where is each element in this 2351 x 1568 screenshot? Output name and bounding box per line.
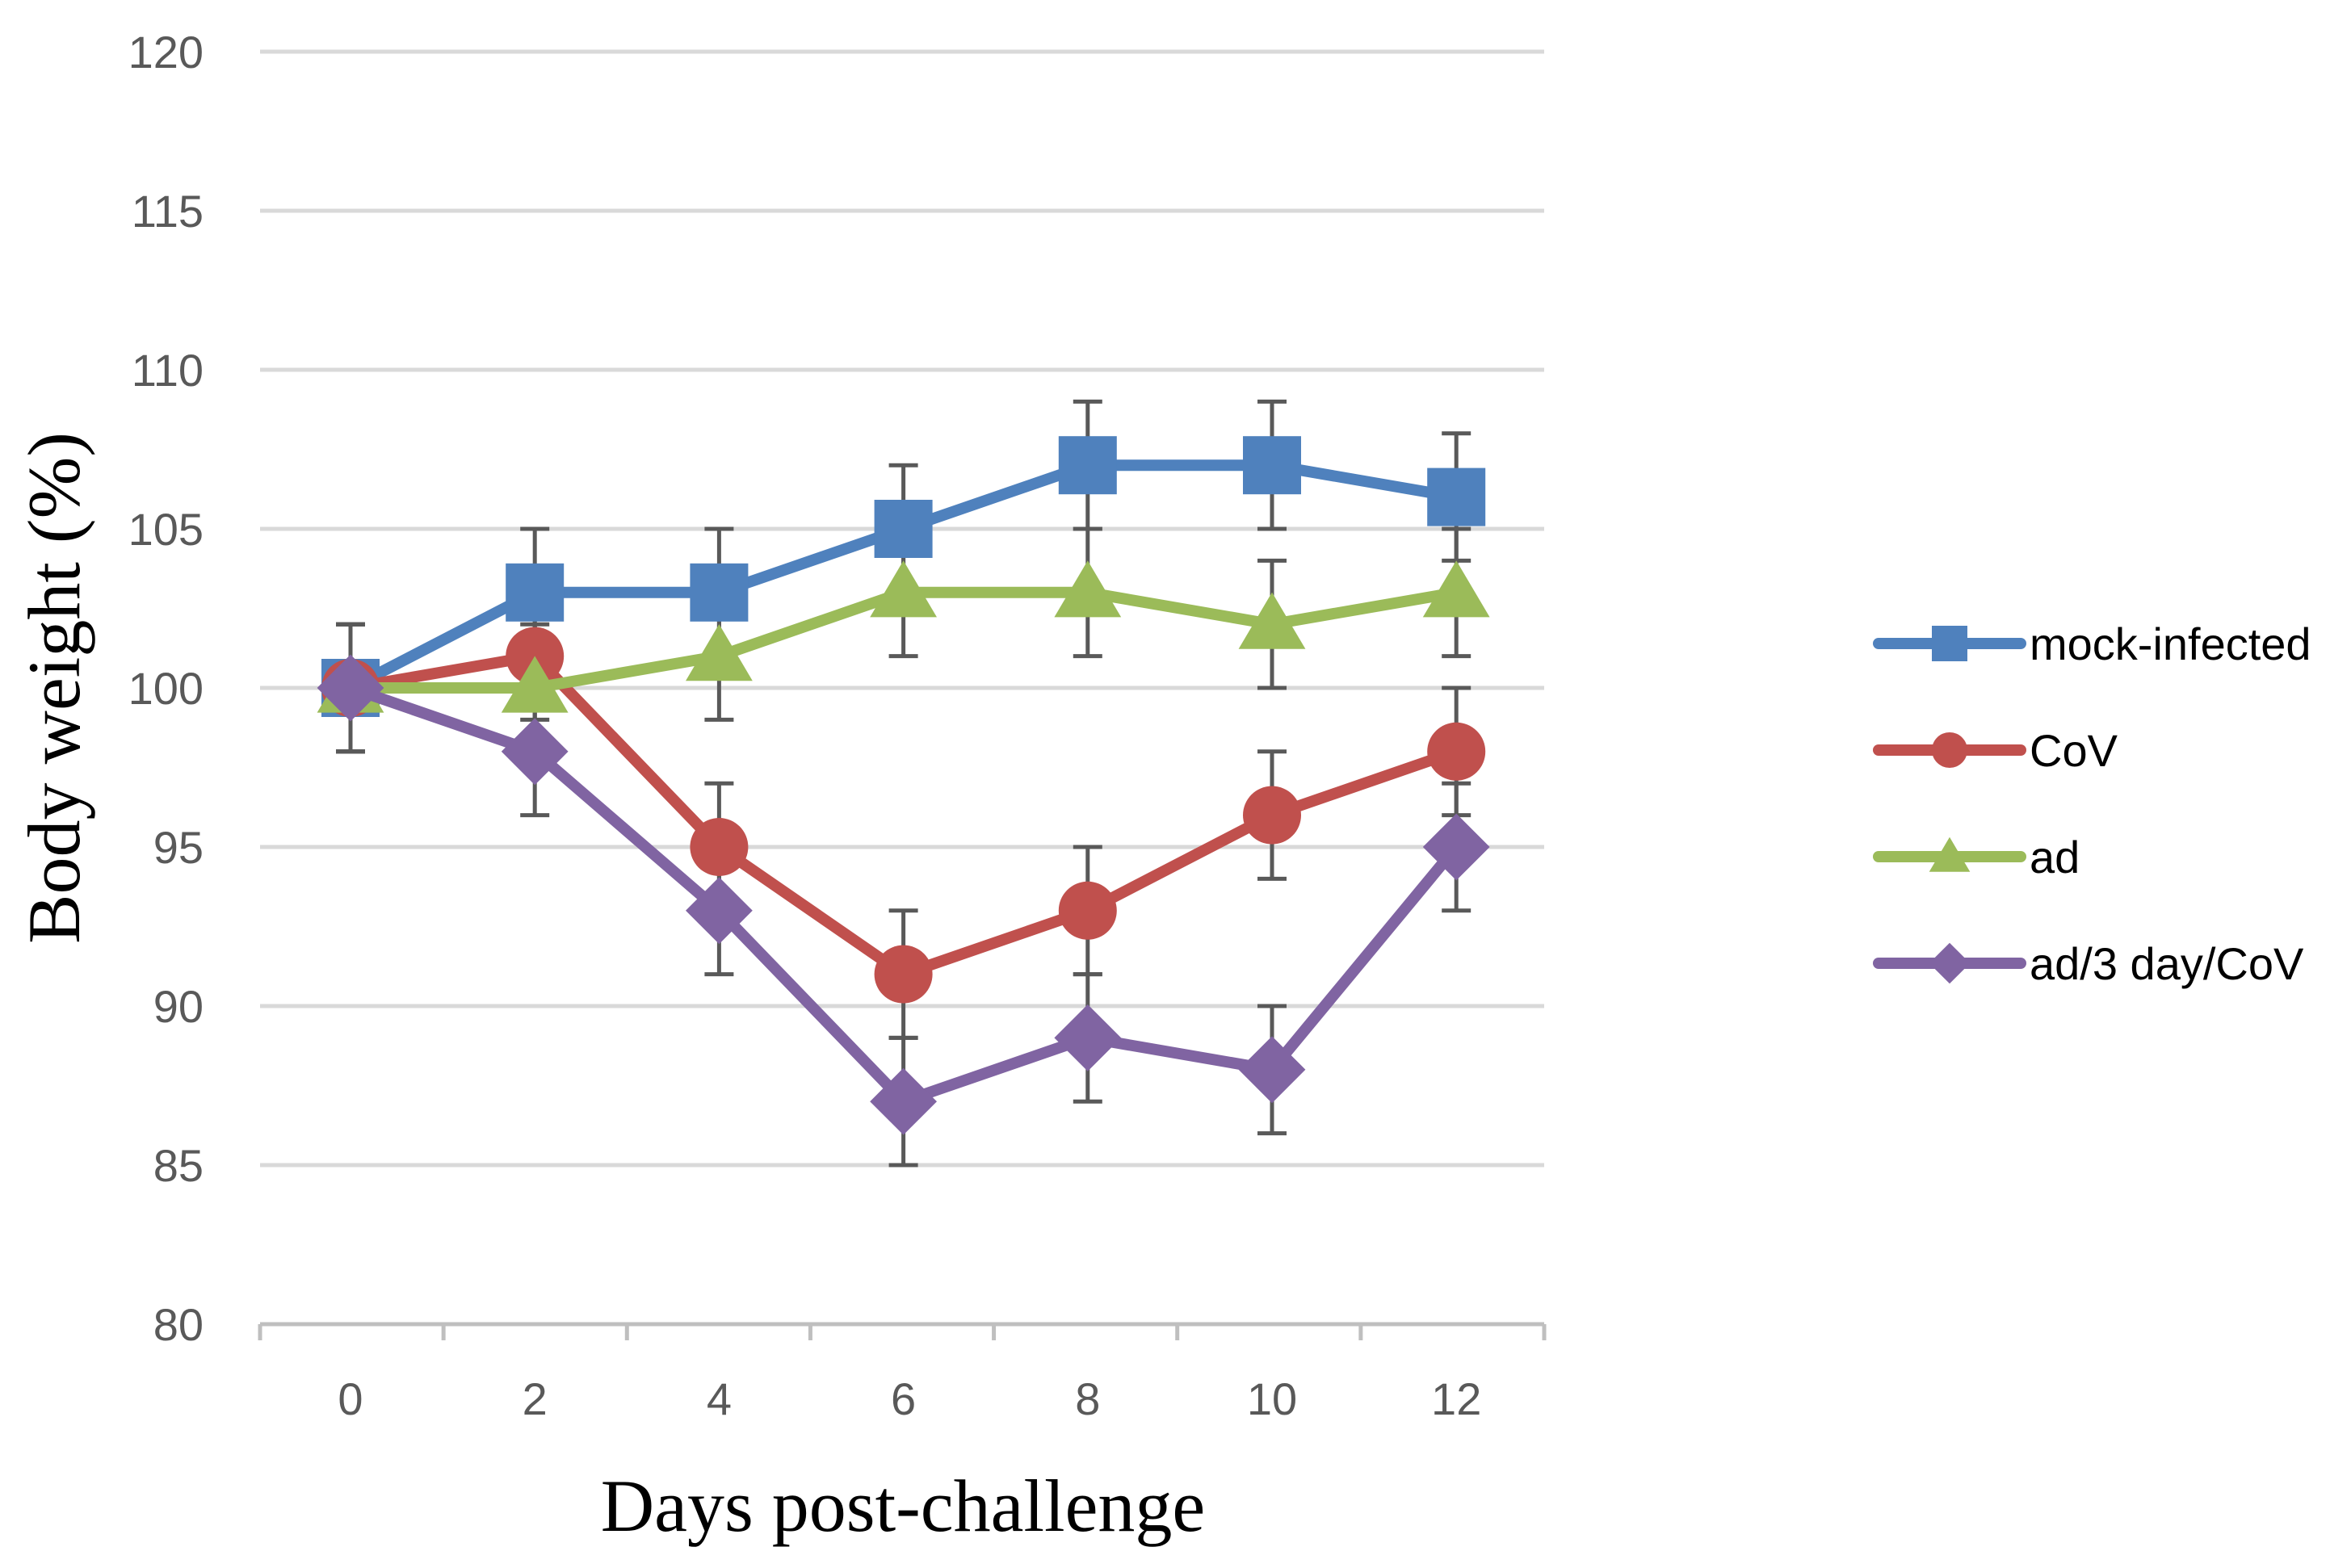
axes: 80 85 90 95 100 105 110 115 120 0 2 4 6 8 10 12 (128, 27, 1547, 1424)
data-point (1238, 1036, 1306, 1104)
y-axis-title: Body weight (%) (13, 432, 95, 944)
legend-marker (1929, 836, 1971, 872)
data-point (690, 563, 749, 622)
data-point (1427, 722, 1486, 781)
data-point (874, 945, 933, 1004)
x-tick-label: 6 (891, 1373, 916, 1424)
x-tick-label: 8 (1075, 1373, 1100, 1424)
data-point (501, 656, 569, 713)
y-tick-label: 100 (128, 663, 204, 714)
data-series (317, 436, 1490, 1135)
legend-label: CoV (2030, 725, 2118, 776)
y-tick-label: 90 (153, 981, 204, 1032)
y-tick-label: 80 (153, 1299, 204, 1350)
data-point (1422, 560, 1490, 618)
data-point (506, 563, 565, 622)
legend-entry: mock-infected (1873, 618, 2311, 669)
data-point (501, 718, 569, 786)
data-point (1058, 436, 1117, 495)
data-point (317, 654, 384, 722)
y-tick-label: 105 (128, 504, 204, 555)
data-point (1422, 813, 1490, 881)
data-point (1243, 436, 1301, 495)
legend-entry: CoV (1873, 725, 2118, 776)
data-point (1243, 786, 1301, 845)
data-point (690, 818, 749, 876)
x-tick-label: 12 (1431, 1373, 1481, 1424)
y-tick-label: 95 (153, 822, 204, 873)
series-ad (317, 560, 1490, 713)
data-point (686, 624, 753, 681)
data-point (1058, 881, 1117, 940)
data-point (1054, 1004, 1122, 1071)
legend-label: ad/3 day/CoV (2030, 938, 2304, 989)
data-point (686, 877, 753, 945)
data-point (874, 500, 933, 558)
legend-marker (1932, 732, 1967, 768)
data-point (1427, 467, 1486, 526)
data-point (870, 560, 937, 618)
legend-label: mock-infected (2030, 618, 2311, 669)
data-point (1054, 560, 1122, 618)
x-tick-label: 4 (707, 1373, 732, 1424)
legend-marker (1932, 626, 1967, 661)
x-tick-label: 10 (1247, 1373, 1297, 1424)
y-tick-label: 85 (153, 1140, 204, 1191)
y-tick-label: 115 (132, 186, 204, 237)
data-point (870, 1067, 937, 1135)
legend-marker (1929, 942, 1971, 984)
x-axis-title: Days post-challenge (601, 1465, 1206, 1547)
legend: mock-infected CoV ad ad/3 day/CoV (1873, 618, 2311, 989)
legend-entry: ad (1873, 832, 2080, 883)
y-tick-label: 110 (132, 345, 204, 396)
series-ad-3-day-cov (317, 654, 1490, 1135)
x-tick-label: 2 (523, 1373, 548, 1424)
x-tick-label: 0 (338, 1373, 363, 1424)
legend-entry: ad/3 day/CoV (1873, 938, 2304, 989)
data-point (1238, 592, 1306, 649)
legend-label: ad (2030, 832, 2080, 883)
y-tick-label: 120 (128, 27, 204, 78)
